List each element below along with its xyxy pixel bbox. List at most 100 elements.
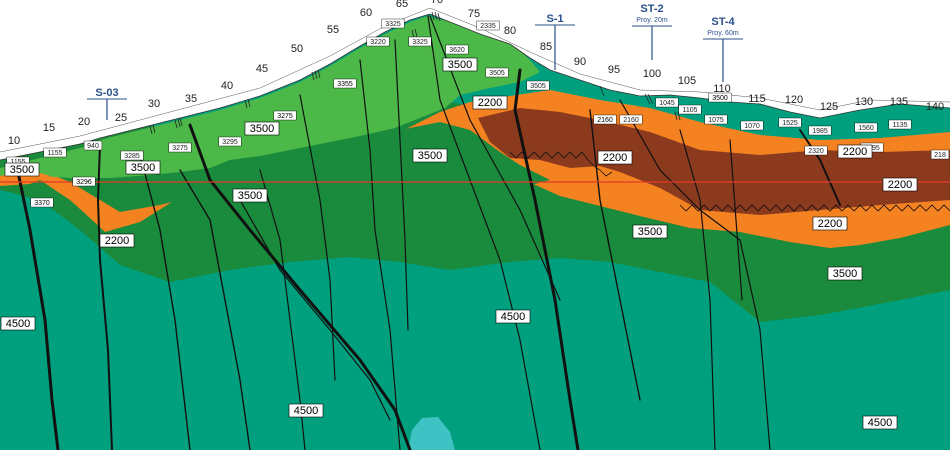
surface-velocity: 3220 [366, 36, 390, 47]
svg-text:3355: 3355 [337, 81, 353, 88]
svg-text:2200: 2200 [603, 152, 627, 164]
velocity-label: 2200 [472, 95, 508, 110]
svg-text:3500: 3500 [448, 59, 472, 71]
small-velocity-label: 3355 [333, 78, 357, 89]
distance-label: 100 [643, 68, 661, 80]
distance-label: 60 [360, 7, 372, 19]
surface-velocity: 3285 [120, 150, 144, 161]
svg-text:2200: 2200 [818, 218, 842, 230]
surface-velocity: 1075 [704, 114, 728, 125]
distance-label: 40 [221, 80, 233, 92]
surface-velocity: 1135 [888, 119, 912, 130]
small-velocity-label: 3296 [72, 176, 96, 187]
svg-text:1560: 1560 [858, 125, 874, 132]
contact-zigzag-1 [509, 151, 613, 177]
svg-text:3296: 3296 [76, 179, 92, 186]
sky [0, 0, 950, 160]
svg-text:3500: 3500 [250, 123, 274, 135]
velocity-label: 3500 [632, 224, 668, 239]
contact-zigzag-2 [679, 204, 950, 212]
svg-text:3500: 3500 [131, 162, 155, 174]
velocity-label: 2200 [812, 216, 848, 231]
svg-text:2200: 2200 [843, 146, 867, 158]
boreholes: S-03 S-1 ST-2 Proy. 20m ST-4 Proy. 60m [87, 3, 743, 120]
svg-text:2160: 2160 [597, 117, 613, 124]
svg-text:S-1: S-1 [546, 13, 563, 25]
svg-text:1105: 1105 [682, 107, 697, 114]
svg-text:1135: 1135 [892, 122, 907, 129]
svg-text:3275: 3275 [172, 145, 188, 152]
svg-text:3620: 3620 [449, 47, 465, 54]
distance-label: 45 [256, 63, 268, 75]
surface-velocity: 3620 [445, 44, 469, 55]
velocity-labels: 3500 3500 3500 3500 3500 3500 2200 2200 2200 2200… [0, 57, 918, 430]
velocity-label: 3500 [442, 57, 478, 72]
distance-label: 70 [431, 0, 443, 6]
velocity-label: 3500 [125, 160, 161, 175]
small-velocity-label: 2160 [593, 114, 617, 125]
surface-velocity: 3505 [526, 80, 550, 91]
svg-text:Proy. 20m: Proy. 20m [636, 17, 668, 24]
distance-label: 105 [678, 75, 696, 87]
velocity-label: 2200 [99, 233, 135, 248]
svg-text:4500: 4500 [294, 405, 318, 417]
distance-label: 125 [820, 101, 838, 113]
svg-text:3275: 3275 [277, 113, 293, 120]
surface-velocity: 1070 [740, 120, 764, 131]
svg-text:3325: 3325 [412, 39, 428, 46]
distance-label: 135 [890, 96, 908, 108]
velocity-label: 4500 [862, 415, 898, 430]
velocity-label: 3500 [412, 148, 448, 163]
velocity-label: 2200 [882, 177, 918, 192]
svg-text:3505: 3505 [530, 83, 546, 90]
distance-label: 140 [926, 101, 944, 113]
surface-velocity: 1045 [655, 97, 679, 108]
surface-velocity: 2335 [476, 20, 500, 31]
velocity-label: 3500 [4, 162, 40, 177]
distance-label: 15 [43, 122, 55, 134]
surface-velocity: 3505 [485, 67, 509, 78]
distance-label: 75 [468, 8, 480, 20]
distance-label: 90 [574, 56, 586, 68]
svg-text:ST-4: ST-4 [711, 16, 735, 28]
layer-3500-light [0, 16, 540, 178]
svg-text:4500: 4500 [868, 417, 892, 429]
surface-velocity: 1155 [43, 147, 67, 158]
surface-hatches [149, 11, 681, 135]
distance-label: 65 [396, 0, 408, 10]
distance-labels: 10 15 20 25 30 35 40 45 50 55 60 65 70 75 80 85 90 95 100 1… [8, 0, 944, 147]
distance-label: 95 [608, 64, 620, 76]
topography-upper-line [0, 7, 950, 153]
svg-text:1045: 1045 [659, 100, 675, 107]
borehole-st-4: ST-4 Proy. 60m [703, 16, 743, 82]
surface-velocity: 3275 [168, 142, 192, 153]
svg-text:3295: 3295 [222, 139, 238, 146]
surface-velocity: 1105 [678, 104, 702, 115]
svg-text:Proy. 60m: Proy. 60m [707, 30, 739, 37]
svg-text:4500: 4500 [501, 311, 525, 323]
svg-text:218: 218 [934, 152, 946, 159]
velocity-label: 4500 [0, 316, 36, 331]
surface-velocity: 3295 [218, 136, 242, 147]
surface-velocity: 1985 [808, 125, 832, 136]
svg-text:4500: 4500 [6, 318, 30, 330]
surface-velocity: 218 [930, 149, 950, 160]
small-velocity-label: 3275 [273, 110, 297, 121]
distance-label: 25 [115, 112, 127, 124]
borehole-s-03: S-03 [87, 87, 127, 120]
svg-text:3500: 3500 [833, 268, 857, 280]
svg-text:3500: 3500 [712, 95, 728, 102]
borehole-st-2: ST-2 Proy. 20m [632, 3, 672, 60]
distance-label: 55 [327, 24, 339, 36]
svg-text:3370: 3370 [34, 200, 50, 207]
distance-label: 80 [504, 25, 516, 37]
svg-text:2200: 2200 [478, 97, 502, 109]
svg-text:3505: 3505 [489, 70, 505, 77]
velocity-label: 2200 [597, 150, 633, 165]
velocity-label: 3500 [232, 188, 268, 203]
velocity-label: 4500 [495, 309, 531, 324]
svg-text:3220: 3220 [370, 39, 386, 46]
distance-label: 130 [855, 96, 873, 108]
